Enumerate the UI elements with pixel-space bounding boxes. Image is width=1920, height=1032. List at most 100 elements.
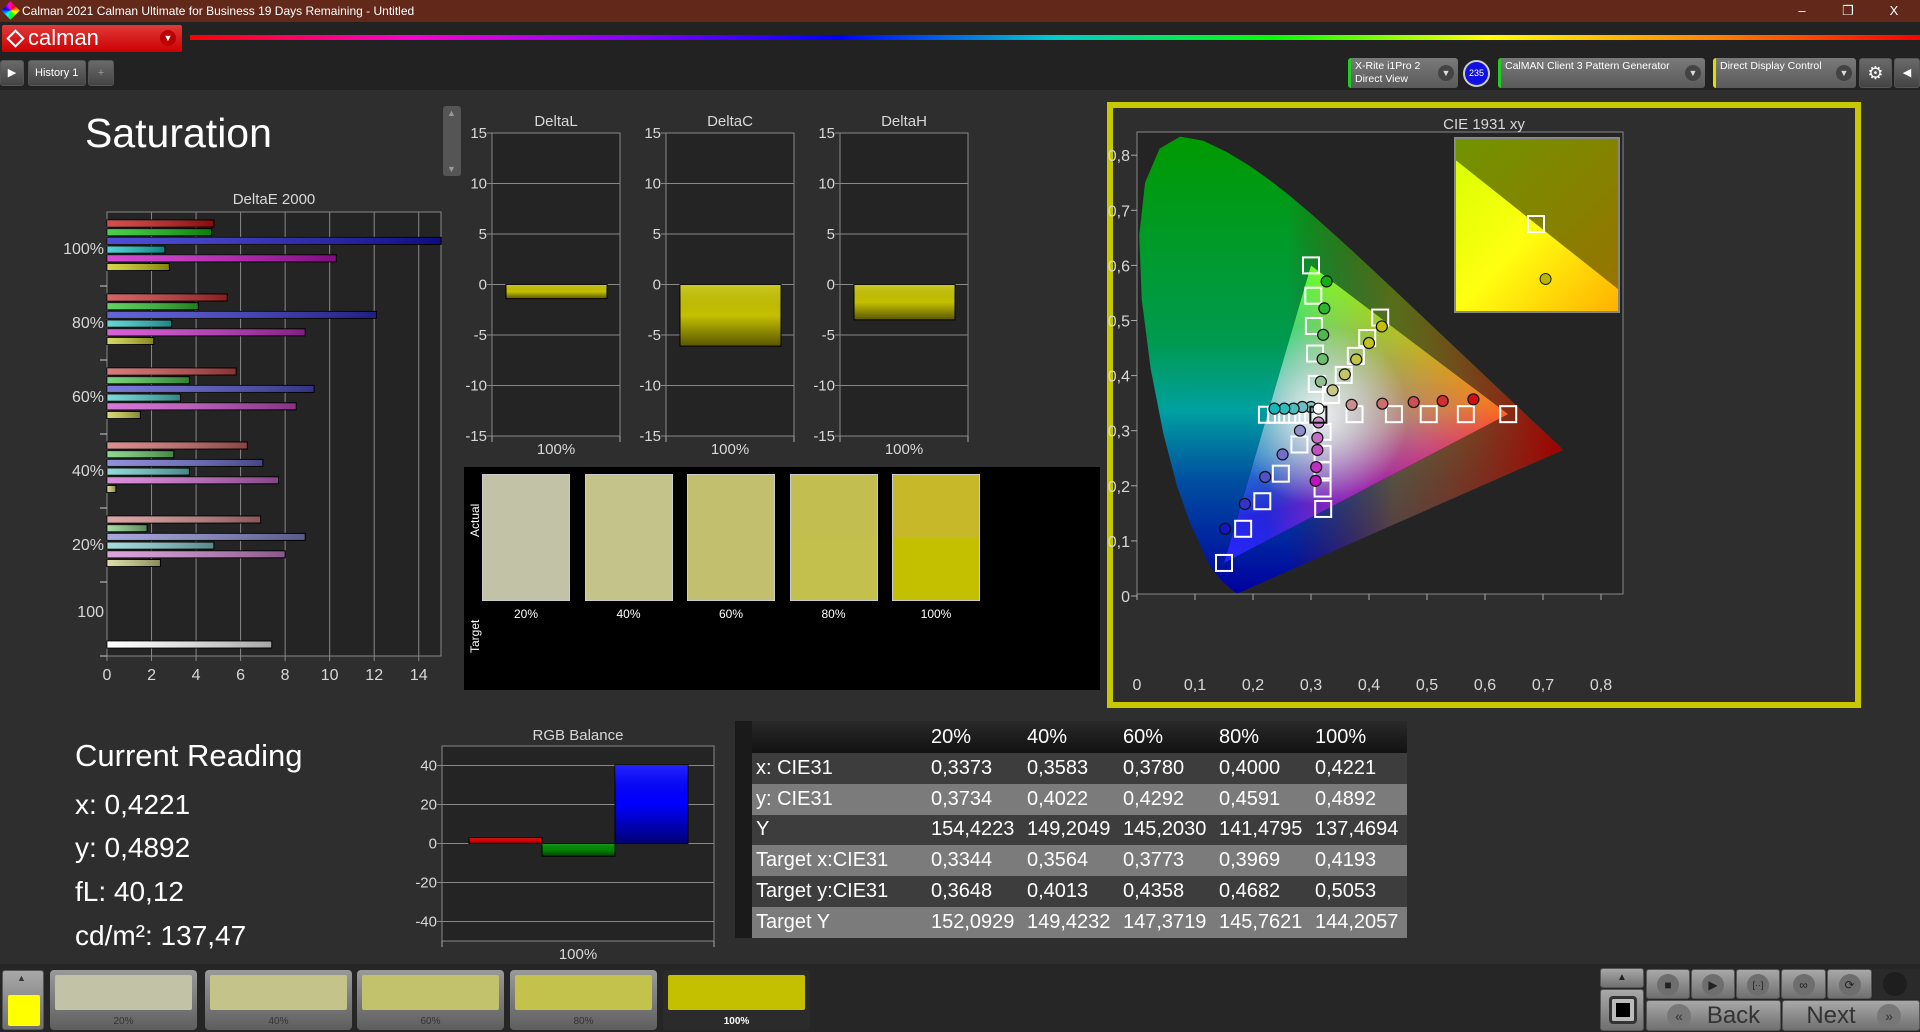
deltae-group-label: 80% xyxy=(72,315,104,332)
cie-xtick-label: 0,6 xyxy=(1474,677,1496,694)
deltac-title: DeltaC xyxy=(707,113,753,130)
patch-color xyxy=(210,975,347,1010)
patch-color xyxy=(515,975,652,1010)
back-button[interactable]: « Back xyxy=(1646,1000,1781,1031)
deltal-ytick-label: -15 xyxy=(465,428,487,445)
table-cell: 145,2030 xyxy=(1119,814,1215,846)
patch-20%[interactable]: 20% xyxy=(50,970,197,1030)
cie-measured-point xyxy=(1436,394,1449,408)
table-cell: 0,3969 xyxy=(1215,845,1311,877)
inset-out-of-gamut xyxy=(1455,138,1619,290)
gamut-white-glow xyxy=(1224,265,1509,563)
cie-target-marker xyxy=(1334,365,1353,384)
cie-white-point xyxy=(1312,402,1325,415)
stop-toggle-button[interactable] xyxy=(1600,989,1644,1031)
rgb-ytick-label: 0 xyxy=(429,836,437,853)
patch-60%[interactable]: 60% xyxy=(357,970,504,1030)
deltac-category-label: 100% xyxy=(711,441,749,458)
patch-label: 60% xyxy=(420,1016,441,1027)
close-button[interactable]: X xyxy=(1889,3,1899,18)
deltae-bar-shade xyxy=(107,411,141,419)
cie-target-marker xyxy=(1314,499,1333,518)
cie-xtick-label: 0,7 xyxy=(1532,677,1554,694)
swatch-40% xyxy=(584,474,673,601)
table-cell: 0,4358 xyxy=(1119,876,1215,907)
stop-button[interactable]: ■ xyxy=(1646,969,1690,999)
up-arrow-icon: ▲ xyxy=(17,973,26,983)
deltac-ytick-label: 5 xyxy=(653,226,661,243)
pattern-generator-selector[interactable]: CalMAN Client 3 Pattern Generator ▼ xyxy=(1498,58,1705,88)
deltae-bar-shade xyxy=(107,402,297,410)
cie-target-marker xyxy=(1384,405,1403,424)
current-color-toggle[interactable]: ▲ xyxy=(2,970,44,1030)
add-tab-button[interactable]: + xyxy=(88,60,114,86)
column-header: 60% xyxy=(1119,721,1215,753)
cie-target-marker xyxy=(1215,553,1233,572)
patch-40%[interactable]: 40% xyxy=(205,970,352,1030)
refresh-icon: ⟳ xyxy=(1838,974,1861,996)
deltae-xtick-label: 12 xyxy=(365,667,383,684)
cie-measured-point xyxy=(1311,443,1324,457)
target-color xyxy=(790,537,877,600)
deltae-bar-shade xyxy=(107,337,154,345)
calman-menu-button[interactable]: calman ▼ xyxy=(2,25,182,52)
table-row: x: CIE31 0,3373 0,3583 0,3780 0,4000 0,4221 xyxy=(735,753,1407,784)
deltae-xtick-label: 4 xyxy=(192,667,201,684)
minimize-button[interactable]: – xyxy=(1798,3,1806,18)
table-header-row: 20% 40% 60% 80% 100% xyxy=(735,721,1407,753)
patch-100%[interactable]: 100% xyxy=(663,970,810,1030)
cie-measured-point xyxy=(1268,402,1281,415)
cie-ytick-label: 0,3 xyxy=(1108,424,1130,441)
measurement-table: 20% 40% 60% 80% 100% x: CIE31 0,3373 0,3583 0,37… xyxy=(735,721,1407,938)
row-label: Target Y xyxy=(752,906,927,938)
table-cell: 0,4022 xyxy=(1023,783,1119,815)
table-cell: 137,4694 xyxy=(1311,814,1407,846)
cie-measured-point xyxy=(1362,336,1376,350)
cie-ytick-label: 0,2 xyxy=(1108,479,1130,496)
patch-label: 100% xyxy=(723,1016,750,1027)
meter-selector[interactable]: X-Rite i1Pro 2 Direct View ▼ xyxy=(1348,58,1458,88)
gear-icon[interactable]: ⚙ xyxy=(1859,58,1892,88)
next-button[interactable]: Next » xyxy=(1782,1000,1920,1031)
deltac-ytick-label: -5 xyxy=(648,327,661,344)
cie-zoom-inset xyxy=(1455,138,1619,312)
deltae-plot-area xyxy=(106,211,442,657)
patch-80%[interactable]: 80% xyxy=(510,970,657,1030)
deltae-bar-shade xyxy=(107,385,315,393)
deltah-title: DeltaH xyxy=(881,113,927,130)
deltae-xtick-label: 14 xyxy=(410,667,428,684)
reading-fl: fL: 40,12 xyxy=(75,876,184,907)
deltac-bar-shade xyxy=(680,284,781,347)
reading-cdm2: cd/m²: 137,47 xyxy=(75,920,247,951)
meter-badge[interactable]: 235 xyxy=(1463,60,1490,87)
refresh-button[interactable]: ⟳ xyxy=(1827,969,1872,999)
play-button[interactable]: ▶ xyxy=(1691,969,1735,999)
table-cell: 0,4292 xyxy=(1119,783,1215,815)
play-nav-button[interactable]: ▶ xyxy=(0,60,24,86)
collapse-arrow-button[interactable]: ◀ xyxy=(1894,58,1920,88)
range-button[interactable]: [··] xyxy=(1736,969,1780,999)
deltal-category-label: 100% xyxy=(537,441,575,458)
deltae-bar-shade xyxy=(107,294,228,301)
table-cell: 147,3719 xyxy=(1119,906,1215,938)
actual-color xyxy=(585,475,672,538)
cie-measured-point xyxy=(1320,275,1333,288)
loop-button[interactable]: ∞ xyxy=(1781,969,1826,999)
cie-measured-point xyxy=(1310,460,1323,474)
display-control-selector[interactable]: Direct Display Control ▼ xyxy=(1713,58,1856,88)
row-label: Y xyxy=(752,814,927,846)
tab-history-1[interactable]: History 1 xyxy=(28,60,86,86)
table-row: Target x:CIE31 0,3344 0,3564 0,3773 0,3969 0,… xyxy=(735,845,1407,877)
swatch-60% xyxy=(687,474,775,601)
cie-target-marker xyxy=(1456,405,1475,424)
table-cell: 0,3780 xyxy=(1119,753,1215,784)
deltae-bar-shade xyxy=(107,468,190,476)
cie-ytick-label: 0,8 xyxy=(1108,148,1130,165)
table-cell: 152,0929 xyxy=(927,906,1023,938)
deltae-bar-shade xyxy=(107,442,248,449)
column-header: 100% xyxy=(1311,721,1407,753)
cie-measured-point xyxy=(1219,522,1232,535)
up-button[interactable]: ▲ xyxy=(1600,968,1644,988)
scrollbar[interactable]: ▲ ▼ xyxy=(443,106,461,176)
restore-button[interactable]: ❐ xyxy=(1842,3,1854,18)
